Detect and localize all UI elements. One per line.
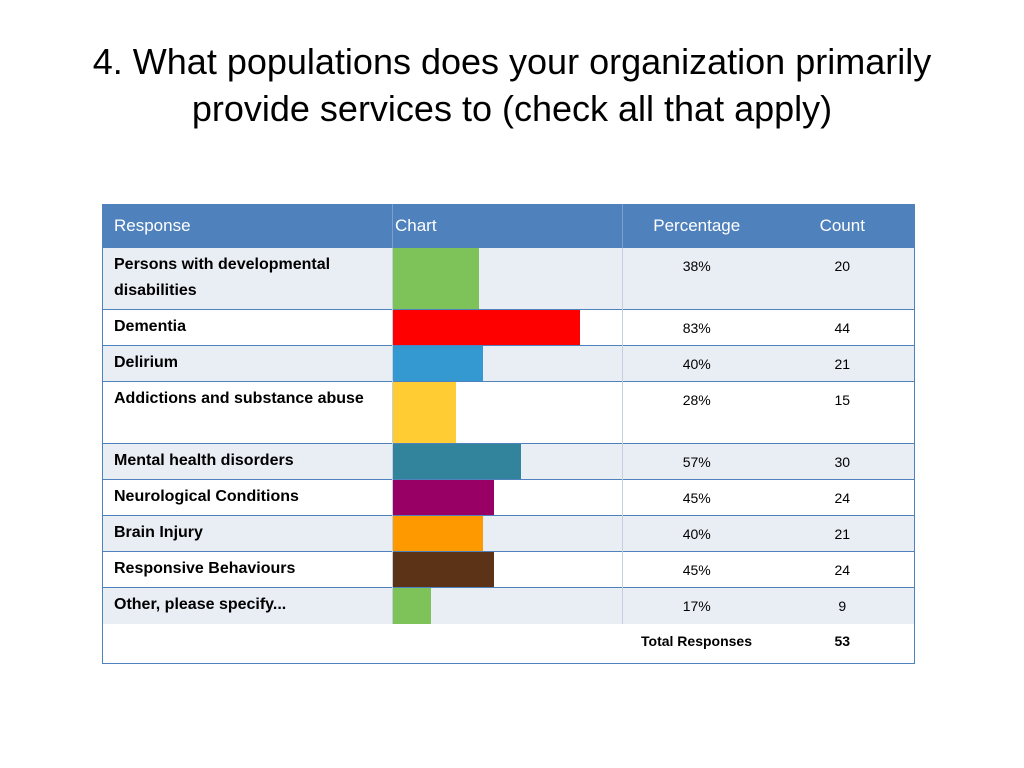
count-value: 24 bbox=[834, 562, 851, 578]
table-body: Persons with developmental disabilities 3… bbox=[102, 247, 915, 624]
response-label: Persons with developmental disabilities bbox=[102, 247, 393, 310]
response-label: Brain Injury bbox=[102, 515, 393, 552]
count-value: 9 bbox=[838, 598, 847, 614]
header-chart: Chart bbox=[392, 204, 623, 248]
response-bar bbox=[393, 310, 580, 345]
total-empty-cell bbox=[393, 624, 623, 664]
percentage-value: 45% bbox=[682, 562, 711, 578]
table-row: Other, please specify... 17% 9 bbox=[102, 587, 915, 624]
table-row: Responsive Behaviours 45% 24 bbox=[102, 551, 915, 588]
chart-cell bbox=[392, 479, 623, 516]
table-row: Neurological Conditions 45% 24 bbox=[102, 479, 915, 516]
response-bar bbox=[393, 382, 456, 443]
response-bar bbox=[393, 248, 479, 309]
table-row: Delirium 40% 21 bbox=[102, 345, 915, 382]
table-row: Addictions and substance abuse 28% 15 bbox=[102, 381, 915, 444]
total-responses-label: Total Responses bbox=[641, 632, 752, 649]
response-bar bbox=[393, 346, 483, 381]
chart-cell bbox=[392, 587, 623, 624]
count-value: 21 bbox=[834, 526, 851, 542]
table-row: Brain Injury 40% 21 bbox=[102, 515, 915, 552]
response-bar bbox=[393, 444, 521, 479]
header-count: Count bbox=[770, 204, 915, 248]
survey-results-table: Response Chart Percentage Count Persons … bbox=[102, 204, 915, 664]
total-row: Total Responses 53 bbox=[102, 623, 915, 664]
count-value: 21 bbox=[834, 356, 851, 372]
count-value: 15 bbox=[834, 392, 851, 408]
percentage-value: 45% bbox=[682, 490, 711, 506]
header-percentage: Percentage bbox=[622, 204, 771, 248]
chart-cell bbox=[392, 443, 623, 480]
percentage-value: 57% bbox=[682, 454, 711, 470]
total-responses-count: 53 bbox=[834, 632, 851, 649]
count-value: 44 bbox=[834, 320, 851, 336]
response-label: Addictions and substance abuse bbox=[102, 381, 393, 444]
chart-cell bbox=[392, 309, 623, 346]
percentage-value: 40% bbox=[682, 526, 711, 542]
response-bar bbox=[393, 552, 494, 587]
header-row: Response Chart Percentage Count bbox=[102, 204, 915, 248]
percentage-value: 83% bbox=[682, 320, 711, 336]
count-value: 20 bbox=[834, 258, 851, 274]
response-label: Mental health disorders bbox=[102, 443, 393, 480]
percentage-value: 28% bbox=[682, 392, 711, 408]
total-empty-cell bbox=[103, 624, 393, 664]
count-value: 24 bbox=[834, 490, 851, 506]
response-label: Delirium bbox=[102, 345, 393, 382]
header-response: Response bbox=[102, 204, 393, 248]
percentage-value: 40% bbox=[682, 356, 711, 372]
chart-cell bbox=[392, 381, 623, 444]
slide-title: 4. What populations does your organizati… bbox=[92, 41, 932, 129]
response-bar bbox=[393, 480, 494, 515]
chart-cell bbox=[392, 515, 623, 552]
chart-cell bbox=[392, 345, 623, 382]
percentage-value: 38% bbox=[682, 258, 711, 274]
percentage-value: 17% bbox=[682, 598, 711, 614]
response-bar bbox=[393, 516, 483, 551]
response-bar bbox=[393, 588, 431, 624]
table-row: Persons with developmental disabilities 3… bbox=[102, 247, 915, 310]
table-row: Mental health disorders 57% 30 bbox=[102, 443, 915, 480]
response-label: Dementia bbox=[102, 309, 393, 346]
chart-cell bbox=[392, 551, 623, 588]
table-row: Dementia 83% 44 bbox=[102, 309, 915, 346]
response-label: Other, please specify... bbox=[102, 587, 393, 624]
count-value: 30 bbox=[834, 454, 851, 470]
response-label: Responsive Behaviours bbox=[102, 551, 393, 588]
response-label: Neurological Conditions bbox=[102, 479, 393, 516]
chart-cell bbox=[392, 247, 623, 310]
